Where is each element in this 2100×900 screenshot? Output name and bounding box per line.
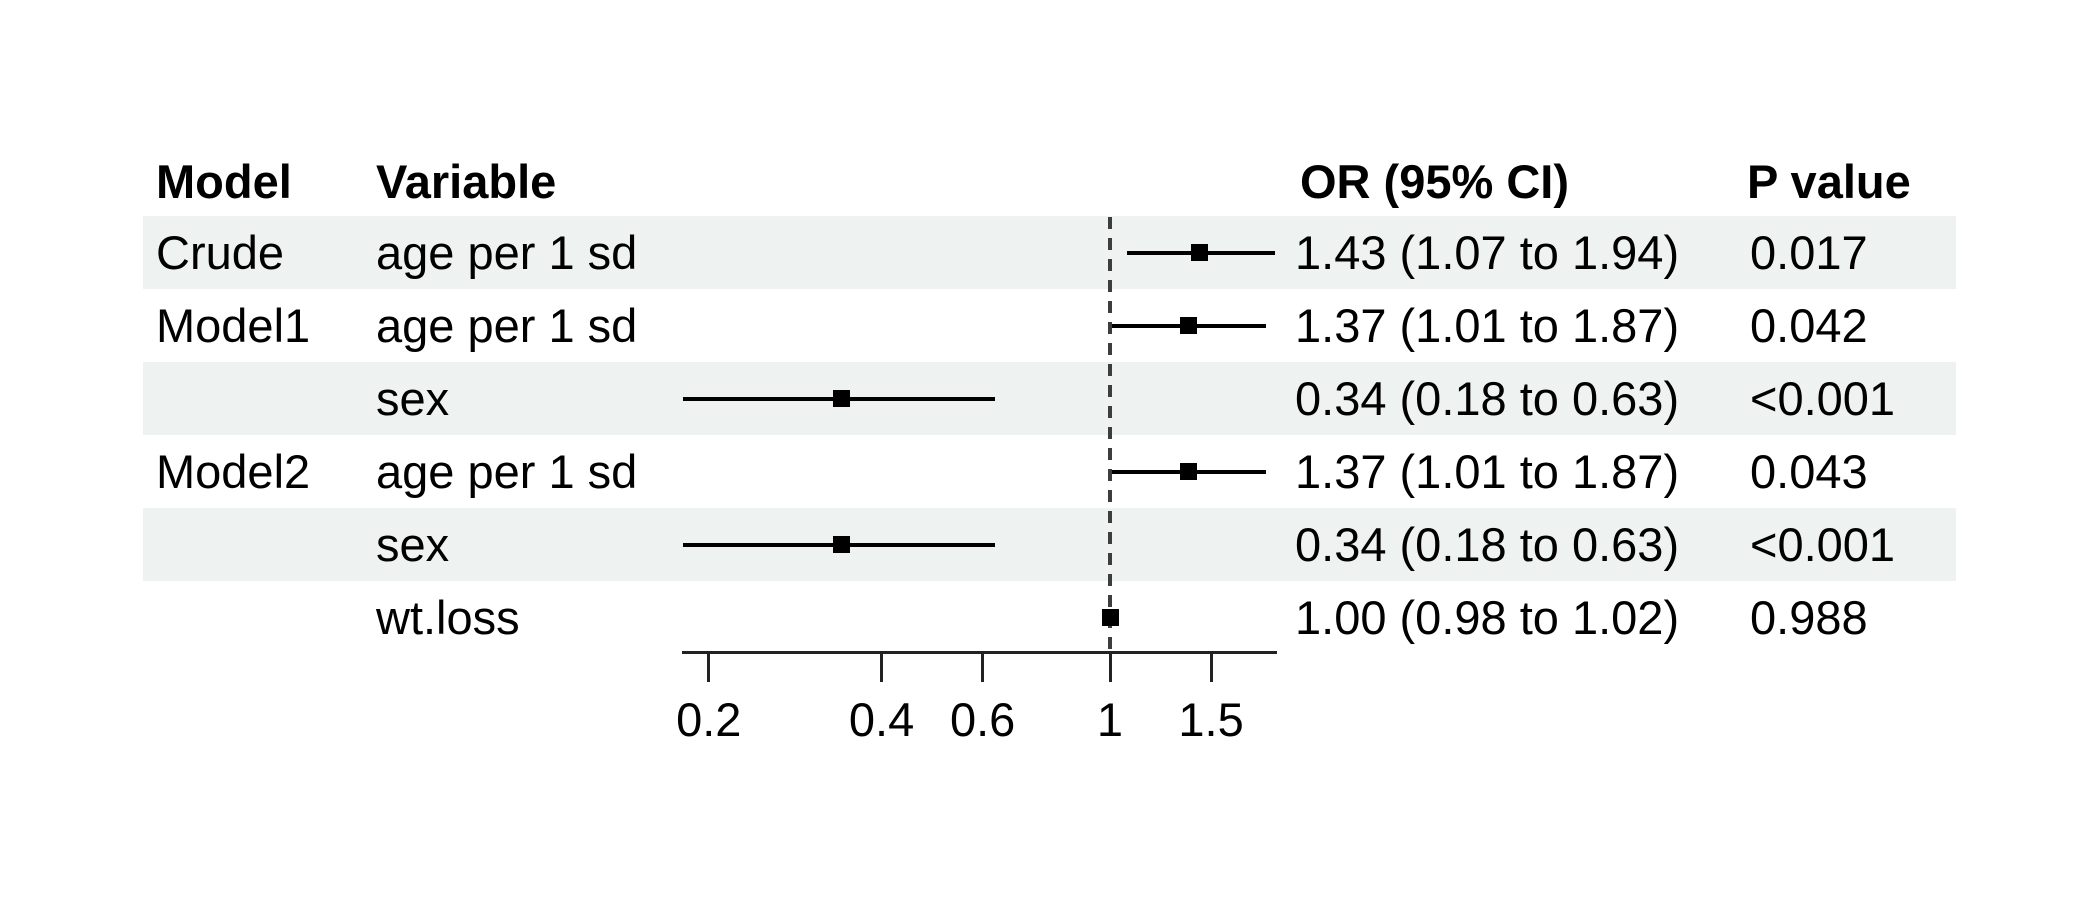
cell-p-value: 0.988: [1750, 591, 1868, 644]
cell-variable: wt.loss: [376, 591, 520, 644]
table-row: sex 0.34 (0.18 to 0.63) <0.001: [143, 362, 1956, 435]
point-estimate-marker: [1190, 244, 1208, 261]
x-axis-tick: [1209, 653, 1213, 682]
cell-variable: age per 1 sd: [376, 445, 638, 498]
point-estimate-marker: [832, 390, 850, 407]
point-estimate-marker: [832, 536, 850, 553]
cell-p-value: <0.001: [1750, 372, 1896, 425]
x-axis-tick: [880, 653, 884, 682]
cell-p-value: 0.017: [1750, 226, 1868, 279]
cell-variable: age per 1 sd: [376, 299, 638, 352]
cell-or-ci: 1.43 (1.07 to 1.94): [1295, 226, 1680, 279]
cell-or-ci: 0.34 (0.18 to 0.63): [1295, 518, 1680, 571]
cell-variable: sex: [376, 518, 450, 571]
cell-or-ci: 1.00 (0.98 to 1.02): [1295, 591, 1680, 644]
cell-p-value: 0.042: [1750, 299, 1868, 352]
column-header-variable: Variable: [376, 155, 557, 208]
table-row: sex 0.34 (0.18 to 0.63) <0.001: [143, 508, 1956, 581]
x-axis-line: [682, 651, 1277, 654]
point-estimate-marker: [1179, 317, 1197, 334]
column-header-p-value: P value: [1747, 155, 1911, 208]
cell-model: Model2: [156, 445, 311, 498]
table-row: Crude age per 1 sd 1.43 (1.07 to 1.94) 0.01…: [143, 216, 1956, 289]
point-estimate-marker: [1101, 609, 1119, 626]
x-axis-tick: [981, 653, 985, 682]
cell-variable: age per 1 sd: [376, 226, 638, 279]
table-row: Model1 age per 1 sd 1.37 (1.01 to 1.87) 0.0…: [143, 289, 1956, 362]
table-row: wt.loss 1.00 (0.98 to 1.02) 0.988: [143, 581, 1956, 654]
x-tick-label: 0.2: [676, 693, 742, 746]
cell-p-value: <0.001: [1750, 518, 1896, 571]
cell-p-value: 0.043: [1750, 445, 1868, 498]
x-tick-label: 1: [1096, 693, 1124, 746]
reference-line-icon: [1108, 217, 1112, 653]
cell-or-ci: 1.37 (1.01 to 1.87): [1295, 299, 1680, 352]
cell-variable: sex: [376, 372, 450, 425]
point-estimate-marker: [1179, 463, 1197, 480]
x-tick-label: 0.4: [848, 693, 915, 746]
x-axis-tick: [1108, 653, 1112, 682]
cell-model: Model1: [156, 299, 311, 352]
cell-model: Crude: [156, 226, 285, 279]
cell-or-ci: 0.34 (0.18 to 0.63): [1295, 372, 1680, 425]
x-tick-label: 1.5: [1178, 693, 1244, 746]
x-axis-tick: [707, 653, 711, 682]
table-row: Model2 age per 1 sd 1.37 (1.01 to 1.87) 0.0…: [143, 435, 1956, 508]
x-tick-label: 0.6: [949, 693, 1016, 746]
cell-or-ci: 1.37 (1.01 to 1.87): [1295, 445, 1680, 498]
column-header-model: Model: [156, 155, 292, 208]
column-header-or-ci: OR (95% CI): [1300, 155, 1569, 208]
